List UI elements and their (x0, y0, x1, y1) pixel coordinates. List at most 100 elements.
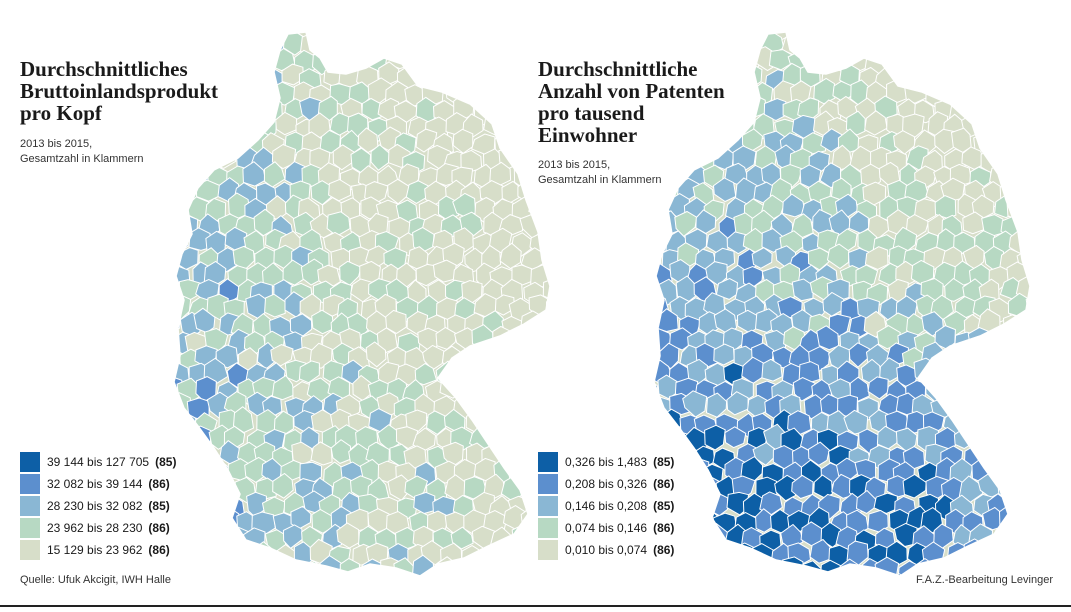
district-region (369, 574, 395, 576)
district-region (195, 49, 218, 77)
district-region (812, 32, 835, 37)
district-region (445, 32, 467, 43)
district-region (972, 32, 994, 56)
district-region (234, 49, 257, 76)
district-region (455, 32, 477, 57)
legend-row: 39 144 bis 127 705 (85) (20, 451, 176, 473)
district-region (1029, 460, 1030, 487)
district-region (1016, 181, 1030, 206)
district-region (222, 63, 245, 87)
legend-count: (86) (653, 521, 675, 535)
legend-row: 15 129 bis 23 962 (86) (20, 539, 176, 561)
district-region (501, 115, 523, 143)
legend-range: 0,074 bis 0,146 (565, 521, 648, 535)
district-region (761, 358, 783, 382)
district-region (751, 247, 773, 269)
district-region (962, 211, 984, 235)
district-region (238, 542, 261, 566)
district-region (194, 32, 219, 36)
district-region (674, 114, 698, 140)
right-map-subtitle: 2013 bis 2015, Gesamtzahl in Klammern (538, 159, 662, 186)
district-region (348, 577, 368, 583)
district-region (945, 379, 968, 401)
district-region (1001, 80, 1024, 106)
district-region (682, 560, 706, 576)
district-region (721, 97, 745, 122)
district-region (1017, 510, 1030, 535)
district-region (332, 144, 355, 171)
district-region (1029, 230, 1030, 255)
district-region (782, 556, 805, 576)
legend-row: 0,326 bis 1,483 (85) (538, 451, 674, 473)
district-region (988, 425, 1011, 449)
district-region (1028, 491, 1030, 517)
district-region (707, 554, 733, 576)
district-region (1017, 541, 1030, 567)
district-region (298, 360, 320, 384)
district-region (1002, 47, 1026, 73)
district-region (536, 342, 550, 369)
district-region (203, 494, 228, 517)
district-region (991, 33, 1016, 56)
district-region (365, 341, 387, 368)
district-region (696, 32, 721, 43)
district-region (1006, 327, 1030, 350)
district-region (657, 118, 678, 143)
district-region (1032, 330, 1040, 356)
district-region (271, 374, 296, 401)
district-region (1026, 528, 1030, 553)
district-region (251, 577, 274, 583)
district-region (498, 81, 522, 108)
district-region (990, 331, 1013, 353)
district-region (414, 363, 438, 386)
district-region (252, 50, 275, 75)
district-region (876, 325, 901, 350)
district-region (926, 50, 950, 77)
bottom-rule (0, 605, 1071, 607)
district-region (536, 380, 550, 404)
district-region (490, 559, 513, 576)
district-region (559, 28, 561, 44)
district-region (174, 557, 190, 576)
district-region (199, 145, 220, 170)
district-region (175, 146, 198, 171)
right-map-legend: 0,326 bis 1,483 (85) 0,208 bis 0,326 (86) … (538, 451, 674, 561)
district-region (208, 524, 230, 552)
district-region (971, 397, 993, 420)
district-region (225, 559, 248, 576)
districts-group (650, 32, 1040, 583)
district-region (809, 573, 832, 576)
district-region (243, 558, 267, 576)
district-region (361, 97, 382, 121)
district-region (1018, 380, 1030, 406)
district-region (545, 296, 550, 323)
district-region (483, 578, 507, 583)
district-region (744, 557, 769, 576)
district-region (978, 32, 1003, 40)
legend-count: (85) (148, 499, 170, 513)
district-region (975, 66, 998, 93)
district-region (1024, 98, 1030, 120)
district-region (196, 543, 221, 569)
district-region (650, 578, 661, 583)
district-region (520, 413, 543, 438)
district-region (669, 559, 692, 576)
district-region (959, 32, 982, 42)
district-region (906, 32, 929, 41)
legend-count: (85) (155, 455, 177, 469)
district-region (980, 115, 1005, 138)
district-region (336, 522, 360, 549)
district-region (1009, 359, 1030, 384)
legend-range: 0,010 bis 0,074 (565, 543, 648, 557)
district-region (712, 32, 735, 42)
district-region (990, 66, 1014, 92)
district-region (916, 64, 939, 91)
district-region (559, 575, 560, 583)
district-region (728, 32, 749, 54)
district-region (482, 345, 507, 369)
district-region (215, 344, 239, 369)
district-region (331, 577, 354, 583)
district-region (765, 559, 787, 576)
legend-swatch (538, 452, 558, 472)
legend-range: 15 129 bis 23 962 (47, 543, 143, 557)
